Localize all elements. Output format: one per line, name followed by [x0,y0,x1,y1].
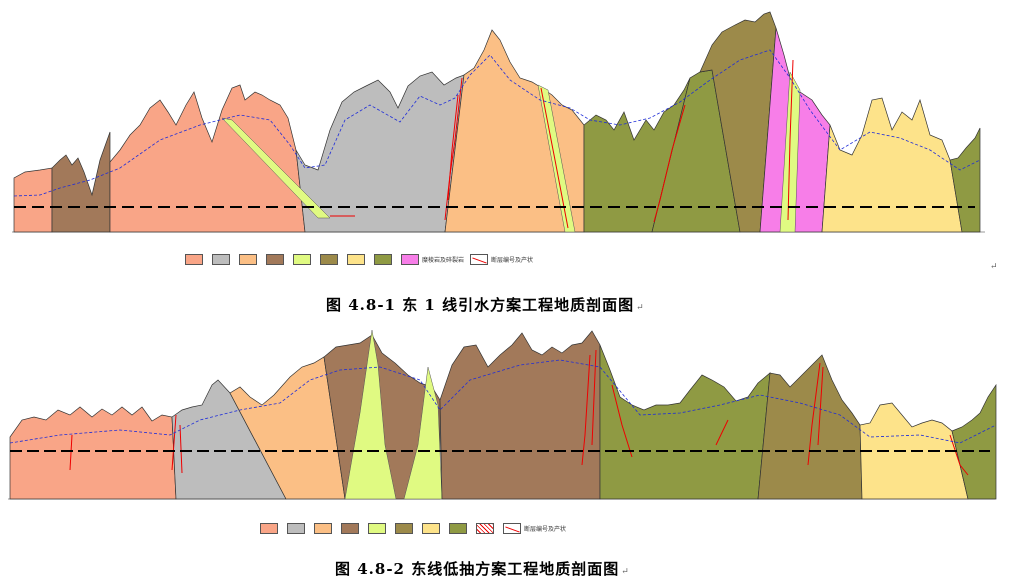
unit-yellow-right [821,97,963,233]
legend-swatch [341,523,359,534]
unit-salmon-left [13,167,53,233]
legend-item [341,523,362,534]
legend-item [476,523,497,534]
legend-item [395,523,416,534]
legend-2: 断层编号及产状 [260,523,566,534]
legend-swatch [212,254,230,265]
legend-swatch [185,254,203,265]
legend-swatch [395,523,413,534]
legend-swatch [368,523,386,534]
legend-label: 断层编号及产状 [491,257,534,264]
legend-item: 断层编号及产状 [470,254,533,265]
unit-salmon-main [109,84,306,233]
unit-olive-center [583,77,691,233]
legend-swatch [401,254,419,265]
legend-label: 断层编号及产状 [524,526,567,533]
unit2-salmon-left [9,406,177,500]
fault-lines-1 [330,59,794,229]
legend-swatch [470,254,489,265]
unit2-yellowgreen-2 [403,366,443,500]
unit2-olive-end [951,383,997,500]
legend-item [347,254,368,265]
legend-swatch [287,523,305,534]
legend-item [422,523,443,534]
geologic-profile-1 [12,11,985,233]
legend-item [212,254,233,265]
unit-brown-left [51,131,111,233]
figure-1: 糜棱岩及碎裂岩 断层编号及产状 ↵ 图 4.8-1 东 1 线引水方案工程地质剖面… [0,0,1011,324]
legend-item [260,523,281,534]
unit2-olive [599,344,771,500]
figure-2: 断层编号及产状 图 4.8-2 东线低抽方案工程地质剖面图 ↵ [0,325,1011,578]
legend-item: 糜棱岩及碎裂岩 [401,254,464,265]
legend-item [287,523,308,534]
legend-swatch [266,254,284,265]
legend-swatch [422,523,440,534]
legend-item: 断层编号及产状 [503,523,566,534]
legend-item [293,254,314,265]
figure-1-caption: 图 4.8-1 东 1 线引水方案工程地质剖面图 ↵ [326,296,645,314]
legend-item [185,254,206,265]
legend-item [368,523,389,534]
groundwater-line-2 [9,359,997,444]
geologic-profile-2 [8,329,997,500]
legend-item [449,523,470,534]
legend-swatch [293,254,311,265]
legend-label: 糜棱岩及碎裂岩 [422,257,465,264]
legend-item [266,254,287,265]
legend-swatch [260,523,278,534]
unit2-brown-b [439,330,601,500]
legend-swatch [314,523,332,534]
fault-lines-2 [69,349,969,476]
legend-item [320,254,341,265]
legend-swatch [503,523,521,534]
legend-item [239,254,260,265]
figure-2-caption: 图 4.8-2 东线低抽方案工程地质剖面图 ↵ [335,560,630,578]
legend-1: 糜棱岩及碎裂岩 断层编号及产状 [185,254,533,265]
legend-swatch [374,254,392,265]
groundwater-line-1 [13,49,981,197]
legend-swatch [347,254,365,265]
legend-swatch [476,523,494,534]
unit-yellowgreen-dike-left [221,117,331,219]
unit-grey [295,71,465,233]
unit2-olivebrown [757,354,863,500]
unit-orange-center [444,29,585,233]
paragraph-mark: ↵ [990,262,998,272]
legend-swatch [320,254,338,265]
unit2-yellowgreen-1 [344,329,397,500]
legend-item [374,254,395,265]
legend-item [314,523,335,534]
legend-swatch [449,523,467,534]
legend-swatch [239,254,257,265]
